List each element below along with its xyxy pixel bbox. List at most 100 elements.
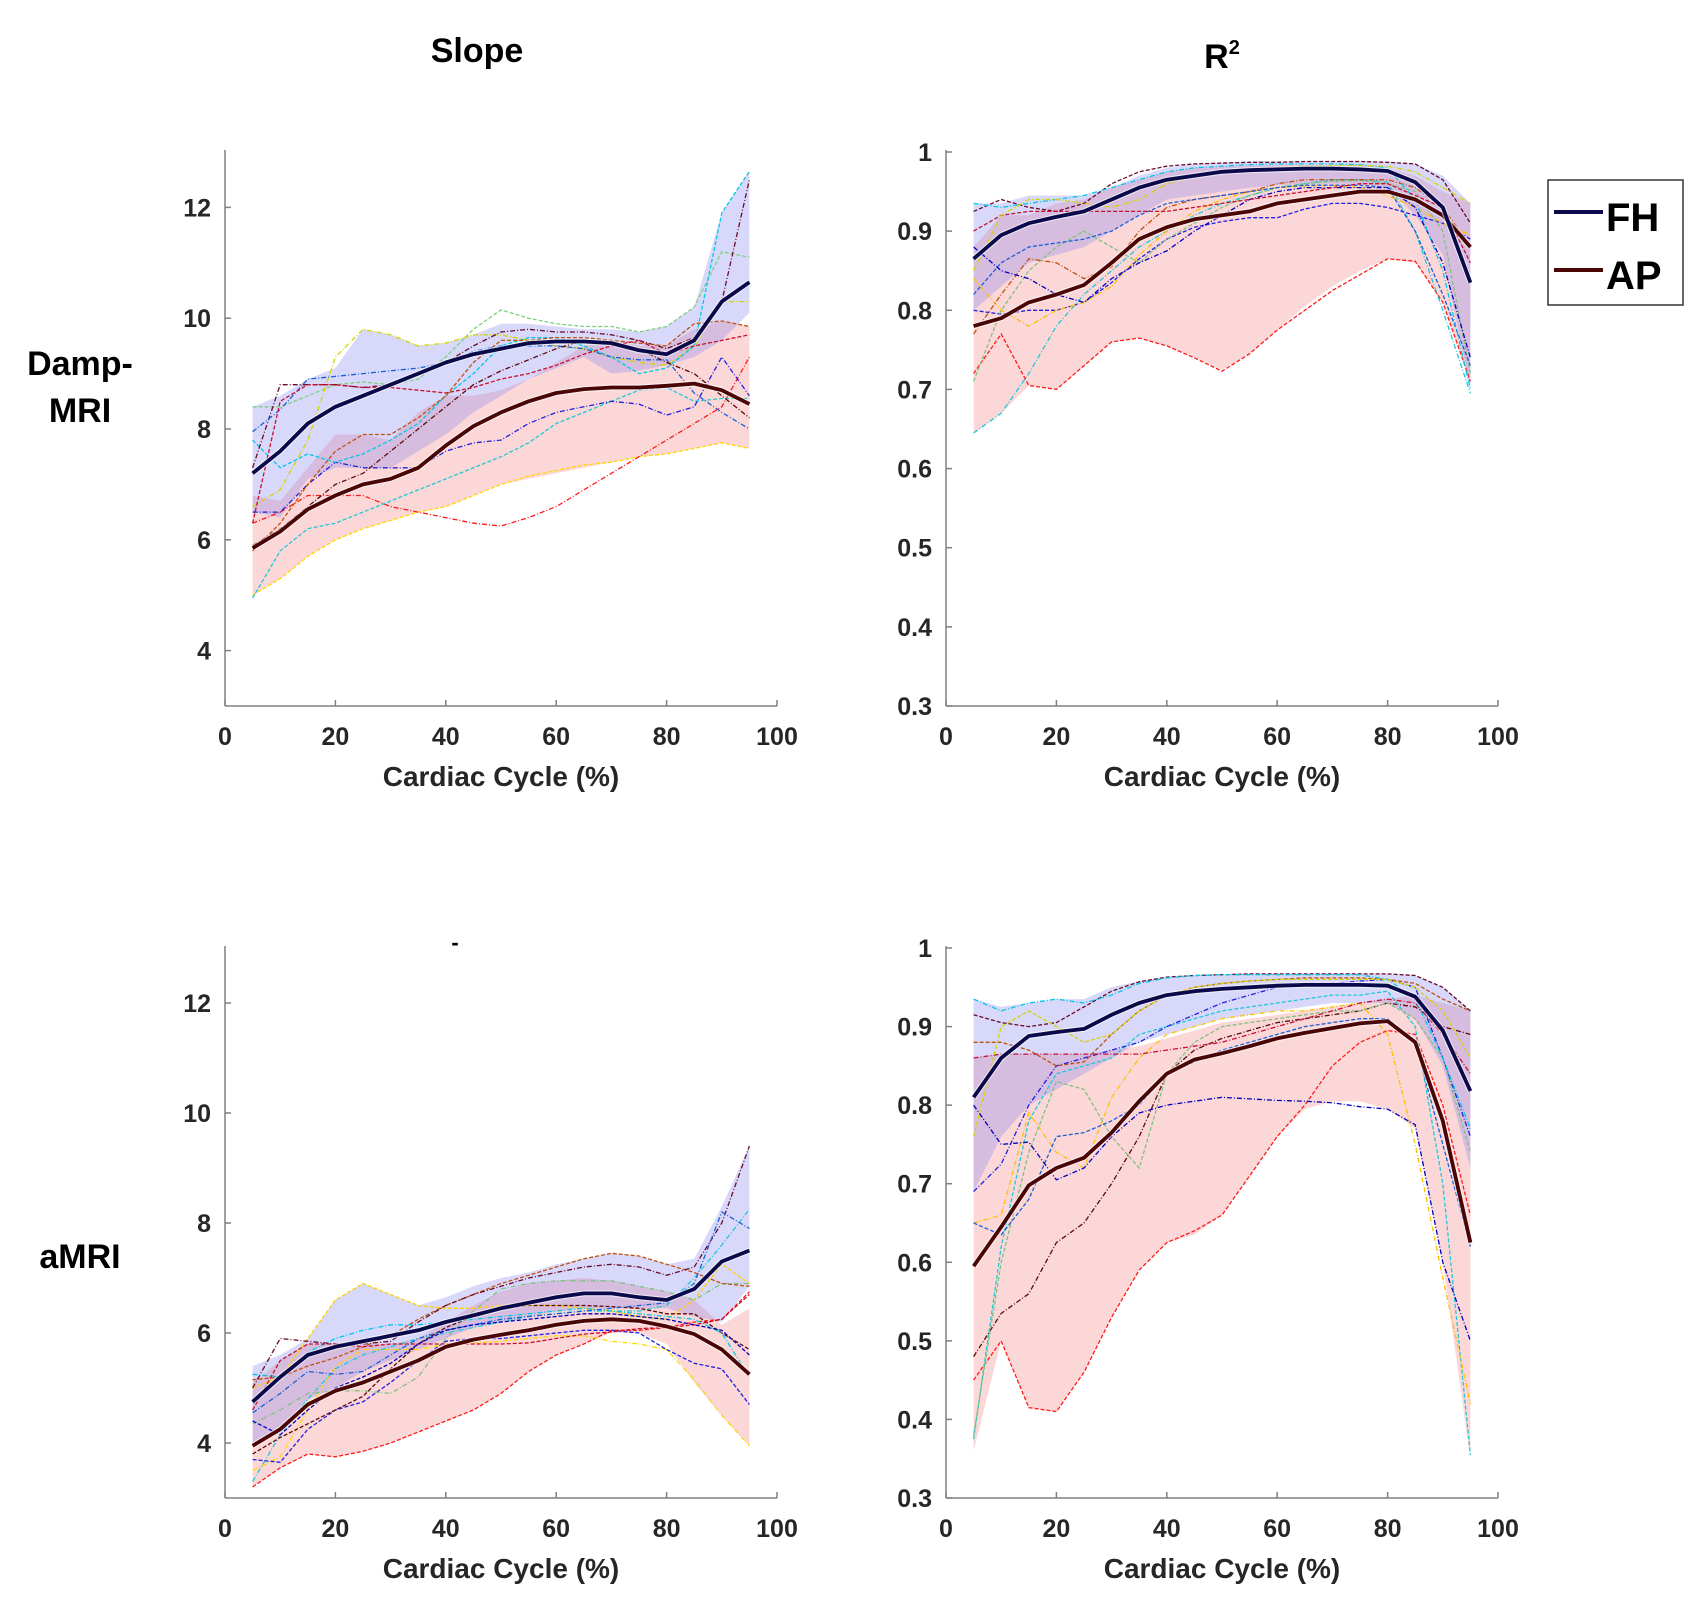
y-tick-label: 10 — [183, 305, 211, 333]
x-tick-label: 60 — [1263, 1515, 1291, 1543]
trace-line — [973, 978, 1472, 1193]
x-tick-label: 0 — [218, 1515, 232, 1543]
trace-line — [972, 1002, 1472, 1436]
trace-line — [973, 183, 1471, 264]
legend-box — [1547, 179, 1684, 306]
legend: FH AP — [1547, 179, 1684, 306]
y-tick-label: 0.4 — [897, 614, 932, 642]
y-tick-label: 1 — [918, 139, 932, 167]
trace-line — [973, 973, 1471, 1028]
y-tick-label: 0.3 — [897, 693, 932, 721]
mean-line-ap — [972, 1019, 1473, 1268]
trace-line — [252, 442, 750, 596]
x-tick-label: 40 — [1153, 723, 1181, 751]
y-tick-label: 0.4 — [897, 1406, 932, 1434]
y-tick-label: 0.7 — [897, 376, 932, 404]
x-tick-label: 40 — [432, 1515, 460, 1543]
panel-damp-r2: 0 20 40 60 80 100 0.3 0.4 0.5 0.6 0.7 0.8 0.9 1 Cardia… — [897, 139, 1519, 792]
legend-label-fh: FH — [1606, 196, 1659, 240]
row-title-amri: aMRI — [39, 1238, 120, 1276]
x-tick-label: 0 — [939, 1515, 953, 1543]
row-title-damp-line1: Damp- — [27, 345, 133, 383]
column-title-r2-base: R — [1204, 38, 1229, 76]
x-tick-label: 0 — [939, 723, 953, 751]
panel-damp-slope: 0 20 40 60 80 100 4 6 8 10 12 Cardiac Cycle (%) — [183, 150, 798, 792]
x-tick-label: 60 — [542, 723, 570, 751]
trace-line — [972, 179, 1472, 382]
x-tick-label: 100 — [756, 1515, 798, 1543]
x-tick-label: 100 — [1477, 1515, 1519, 1543]
x-tick-label: 80 — [1374, 723, 1402, 751]
band-fh — [973, 161, 1471, 390]
y-tick-label: 6 — [197, 1320, 211, 1348]
band-fh — [252, 1146, 750, 1443]
trace-line — [252, 171, 750, 469]
y-tick-label: 12 — [183, 990, 211, 1018]
trace-line — [252, 1307, 750, 1378]
y-tick-label: 0.7 — [897, 1171, 932, 1199]
x-tick-label: 20 — [321, 723, 349, 751]
x-axis-label: Cardiac Cycle (%) — [1104, 761, 1341, 792]
y-tick-label: 1 — [918, 935, 932, 963]
y-tick-label: 6 — [197, 527, 211, 555]
mean-line-fh — [972, 166, 1473, 284]
panel-amri-r2: 0 20 40 60 80 100 0.3 0.4 0.5 0.6 0.7 0.8 0.9 1 Cardia… — [897, 935, 1519, 1584]
panel-amri-slope: 0 20 40 60 80 100 4 6 8 10 12 Cardiac Cycle (%) — [183, 946, 798, 1584]
y-tick-label: 4 — [197, 638, 211, 666]
band-ap — [252, 1278, 750, 1487]
y-tick-label: 0.8 — [897, 297, 932, 325]
x-tick-label: 80 — [653, 723, 681, 751]
band-fh — [973, 973, 1471, 1192]
trace-line — [252, 1335, 750, 1472]
x-tick-label: 80 — [653, 1515, 681, 1543]
band-ap — [973, 995, 1471, 1459]
y-tick-label: 4 — [197, 1430, 211, 1458]
y-tick-label: 0.8 — [897, 1092, 932, 1120]
trace-line — [252, 300, 750, 508]
x-tick-label: 60 — [542, 1515, 570, 1543]
y-tick-label: 0.9 — [897, 1014, 932, 1042]
x-tick-label: 40 — [432, 723, 460, 751]
trace-line — [973, 179, 1471, 335]
x-tick-label: 20 — [1042, 723, 1070, 751]
x-tick-label: 100 — [756, 723, 798, 751]
y-tick-label: 0.5 — [897, 535, 932, 563]
y-tick-label: 0.3 — [897, 1485, 932, 1513]
y-tick-label: 0.9 — [897, 218, 932, 246]
mean-line-ap — [973, 189, 1472, 328]
trace-line — [973, 186, 1472, 358]
legend-label-ap: AP — [1606, 254, 1662, 298]
x-tick-label: 100 — [1477, 723, 1519, 751]
x-axis-label: Cardiac Cycle (%) — [1104, 1553, 1341, 1584]
y-tick-label: 10 — [183, 1100, 211, 1128]
x-tick-label: 0 — [218, 723, 232, 751]
trace-line — [252, 1252, 750, 1381]
trace-line — [973, 179, 1472, 434]
column-title-r2-superscript: 2 — [1229, 37, 1240, 59]
trace-line — [973, 258, 1472, 391]
band-ap — [973, 164, 1471, 433]
x-tick-label: 20 — [321, 1515, 349, 1543]
stray-mark: - — [451, 930, 458, 955]
trace-line — [252, 339, 750, 546]
column-title-r2: R2 — [1204, 37, 1240, 76]
column-title-slope: Slope — [431, 32, 524, 70]
x-tick-label: 20 — [1042, 1515, 1070, 1543]
y-tick-label: 8 — [197, 1210, 211, 1238]
trace-line — [251, 179, 751, 469]
x-tick-label: 60 — [1263, 723, 1291, 751]
x-tick-label: 40 — [1153, 1515, 1181, 1543]
y-tick-label: 0.5 — [897, 1328, 932, 1356]
trace-line — [973, 1096, 1472, 1342]
trace-line — [973, 998, 1471, 1075]
trace-line — [252, 320, 750, 552]
trace-line — [973, 1002, 1472, 1404]
row-title-damp-line2: MRI — [49, 392, 111, 430]
mean-line-ap — [251, 1317, 751, 1448]
y-tick-label: 8 — [197, 416, 211, 444]
mean-line-fh — [251, 280, 751, 475]
trace-line — [252, 386, 750, 599]
y-tick-label: 0.6 — [897, 456, 932, 484]
mean-line-ap — [251, 381, 751, 550]
